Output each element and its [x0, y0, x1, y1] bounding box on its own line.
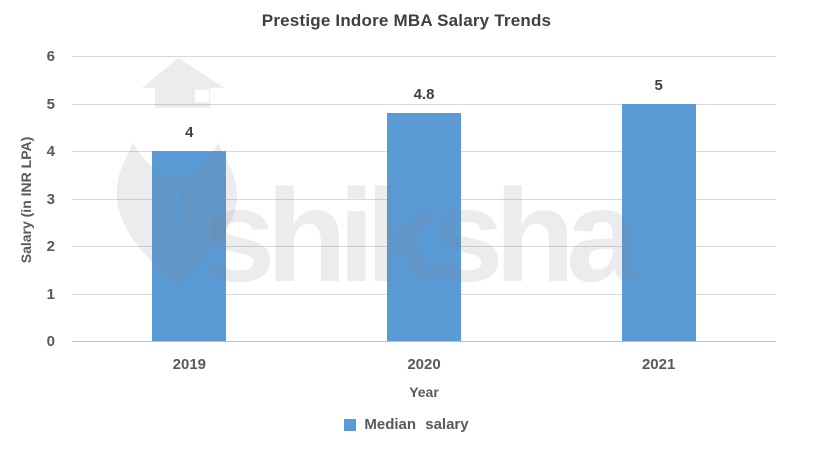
- y-tick-label: 6: [46, 48, 55, 65]
- chart-title: Prestige Indore MBA Salary Trends: [261, 11, 552, 30]
- data-label-2020: 4.8: [413, 86, 435, 103]
- y-tick-label: 4: [46, 143, 55, 160]
- x-tick-label-2021: 2021: [641, 356, 676, 373]
- legend-swatch-icon: [344, 418, 357, 431]
- y-tick-label: 5: [46, 95, 55, 113]
- legend: Median salary: [0, 416, 813, 433]
- plot-area: [72, 56, 776, 342]
- bar-2021: [621, 103, 696, 341]
- legend-label: Median salary: [364, 416, 469, 433]
- gridline: [72, 56, 776, 57]
- y-tick-label: 2: [46, 238, 55, 255]
- data-label-2021: 5: [654, 76, 663, 94]
- gridline: [72, 103, 776, 105]
- x-tick-label-2020: 2020: [407, 356, 441, 373]
- x-axis-title: Year: [409, 384, 439, 400]
- y-tick-label: 3: [46, 190, 55, 208]
- y-tick-label: 0: [46, 333, 55, 350]
- data-label-2019: 4: [185, 124, 194, 141]
- y-tick-label: 1: [46, 285, 55, 303]
- bar-2019: [152, 151, 227, 341]
- bar-2020: [387, 113, 461, 341]
- x-axis-line: [72, 341, 776, 342]
- x-tick-label-2019: 2019: [172, 356, 207, 373]
